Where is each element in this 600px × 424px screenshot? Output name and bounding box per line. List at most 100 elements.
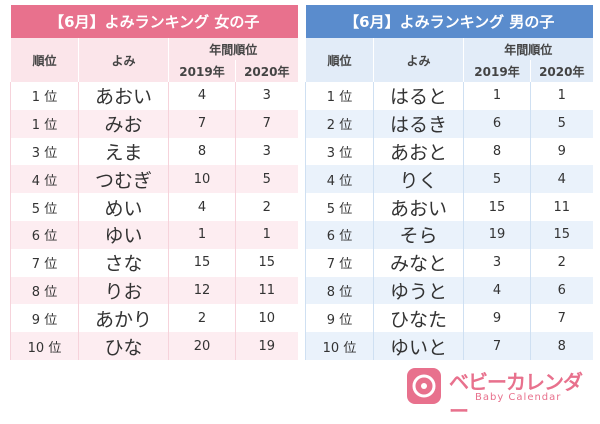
table-title: 【6月】よみランキング 男の子	[304, 5, 593, 38]
data-row: 10 位ひな 20 19	[10, 332, 298, 360]
rank: 8 位	[10, 276, 79, 305]
rank-2019: 8	[463, 137, 531, 166]
header-annual: 年間順位	[167, 38, 298, 60]
data-row: 1 位あおい 4 3	[10, 82, 298, 110]
rank-2020: 1	[234, 220, 298, 249]
reading: はると	[373, 82, 464, 110]
reading: ひなた	[373, 304, 464, 333]
reading: ゆうと	[373, 276, 464, 305]
rank: 7 位	[305, 248, 374, 277]
reading: みお	[78, 109, 169, 138]
logo: ベビーカレンダー Baby Calendar	[405, 364, 595, 423]
rank-2019: 1	[168, 220, 236, 249]
rank: 10 位	[10, 332, 79, 360]
rank-2020: 15	[234, 248, 298, 277]
data-row: 5 位あおい 15 11	[305, 193, 593, 221]
data-row: 10 位ゆいと 7 8	[305, 332, 593, 360]
rank-2019: 20	[168, 332, 236, 360]
reading: さな	[78, 248, 169, 277]
rank: 8 位	[305, 276, 374, 305]
reading: えま	[78, 137, 169, 166]
reading: ゆい	[78, 220, 169, 249]
header-year: 2020年	[234, 60, 298, 82]
rank: 6 位	[305, 220, 374, 249]
data-row: 5 位めい 4 2	[10, 193, 298, 221]
rank: 1 位	[10, 82, 79, 110]
data-row: 9 位ひなた 9 7	[305, 304, 593, 333]
reading: めい	[78, 193, 169, 221]
data-row: 1 位みお 7 7	[10, 109, 298, 138]
rank-2020: 6	[529, 276, 593, 305]
rank-2020: 15	[529, 220, 593, 249]
reading: ひな	[78, 332, 169, 360]
page: {"tables":[ {"title":"【6月】よみランキング 女の子","…	[9, 5, 595, 423]
rank-2020: 7	[529, 304, 593, 333]
rank: 1 位	[10, 109, 79, 138]
rank: 5 位	[10, 193, 79, 221]
rank-2020: 5	[529, 109, 593, 138]
reading: あおと	[373, 137, 464, 166]
rank-2019: 10	[168, 165, 236, 194]
rank-2019: 5	[463, 165, 531, 194]
title-row: 【6月】よみランキング 男の子	[304, 5, 593, 38]
data-row: 4 位りく 5 4	[305, 165, 593, 194]
rank-2019: 7	[463, 332, 531, 360]
header-row: 2019年 2020年	[306, 60, 593, 82]
reading: りく	[373, 165, 464, 194]
table-title: 【6月】よみランキング 女の子	[9, 5, 298, 38]
rank-2020: 9	[529, 137, 593, 166]
rank-2019: 7	[168, 109, 236, 138]
rank-2020: 5	[234, 165, 298, 194]
rank-2019: 4	[463, 276, 531, 305]
body: ベビーカレンダー Baby Calendar (() => { const da…	[9, 5, 595, 423]
logo-name: ベビーカレンダー	[449, 370, 583, 423]
rank-2019: 15	[168, 248, 236, 277]
rank: 9 位	[10, 304, 79, 333]
header-row: 順位 よみ 年間順位	[10, 38, 298, 82]
data-row: 9 位あかり 2 10	[10, 304, 298, 333]
reading: りお	[78, 276, 169, 305]
rank-2019: 4	[168, 82, 236, 110]
rank: 9 位	[305, 304, 374, 333]
rank-2019: 6	[463, 109, 531, 138]
reading: そら	[373, 220, 464, 249]
rank-2020: 1	[529, 82, 593, 110]
rank: 6 位	[10, 220, 79, 249]
rank-2019: 9	[463, 304, 531, 333]
rank-2020: 2	[529, 248, 593, 277]
data-row: 2 位はるき 6 5	[305, 109, 593, 138]
rank: 1 位	[305, 82, 374, 110]
rank-2019: 19	[463, 220, 531, 249]
rank: 5 位	[305, 193, 374, 221]
data-row: 6 位そら 19 15	[305, 220, 593, 249]
logo-sub: Baby Calendar	[475, 392, 562, 403]
title-row: 【6月】よみランキング 女の子	[9, 5, 298, 38]
logo-icon	[407, 368, 441, 404]
rank-2019: 15	[463, 193, 531, 221]
rank: 10 位	[305, 332, 374, 360]
header-annual: 年間順位	[462, 38, 593, 60]
rank-2020: 11	[529, 193, 593, 221]
ranking-table: 【6月】よみランキング 女の子 順位 よみ 年間順位 2019年 2020年 1 位あおい 4…	[9, 5, 298, 360]
rank-2019: 12	[168, 276, 236, 305]
rank: 3 位	[305, 137, 374, 166]
rank: 4 位	[10, 165, 79, 194]
data-row: 6 位ゆい 1 1	[10, 220, 298, 249]
ranking-table: 【6月】よみランキング 男の子 順位 よみ 年間順位 2019年 2020年 1 位はると 1…	[304, 5, 593, 360]
rank: 2 位	[305, 109, 374, 138]
rank-2020: 2	[234, 193, 298, 221]
data-row: 3 位あおと 8 9	[305, 137, 593, 166]
data-row: 8 位りお 12 11	[10, 276, 298, 305]
rank-2020: 11	[234, 276, 298, 305]
rank-2019: 3	[463, 248, 531, 277]
rank-2020: 10	[234, 304, 298, 333]
rank-2020: 19	[234, 332, 298, 360]
reading: あおい	[78, 82, 169, 110]
header-year: 2020年	[529, 60, 593, 82]
rank-2019: 1	[463, 82, 531, 110]
header-rank: 順位	[305, 38, 374, 82]
header-reading: よみ	[78, 38, 169, 82]
header-row: 順位 よみ 年間順位	[305, 38, 593, 82]
data-row: 4 位つむぎ 10 5	[10, 165, 298, 194]
rank: 3 位	[10, 137, 79, 166]
